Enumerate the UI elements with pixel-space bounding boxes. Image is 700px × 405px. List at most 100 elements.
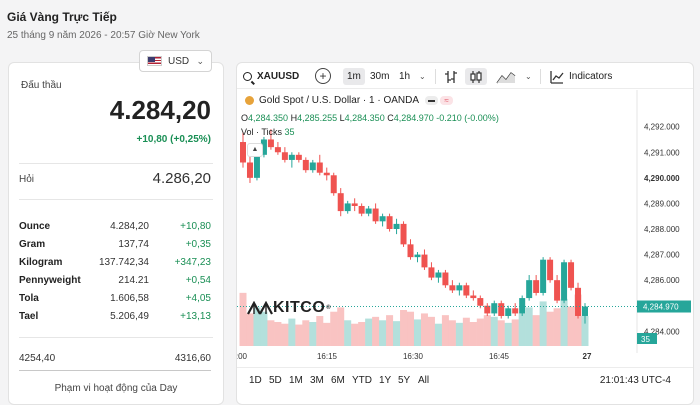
indicators-label: Indicators [569, 71, 613, 82]
candle-body [344, 203, 351, 212]
volume-bar [476, 318, 484, 346]
indicators-button[interactable]: Indicators [550, 68, 612, 85]
volume-bar [504, 322, 512, 346]
unit-change: +0,35 [185, 238, 211, 250]
candle-body [281, 152, 288, 160]
x-tick-label: 16:15 [317, 352, 338, 361]
timeframe-1y-button[interactable]: 1Y [379, 375, 392, 386]
symbol-search[interactable]: XAUUSD [243, 68, 299, 85]
volume-bar [553, 308, 561, 346]
ask-label: Hỏi [19, 174, 35, 185]
current-price-tag [637, 300, 691, 313]
candle-body [421, 254, 428, 268]
volume-bar [267, 320, 275, 346]
bar-chart-type-button[interactable] [444, 68, 458, 85]
chevron-up-icon: ▲ [251, 146, 259, 153]
volume-bar [546, 311, 554, 346]
candle-body [540, 259, 547, 293]
candle-body [260, 139, 267, 155]
collapse-legend-button[interactable]: ▲ [247, 143, 263, 157]
unit-value: 4.284,20 [110, 220, 149, 232]
timeframe-5y-button[interactable]: 5Y [398, 375, 411, 386]
volume-bar [532, 315, 540, 346]
volume-bar [413, 319, 421, 346]
candle-body [379, 216, 386, 222]
candle-body [547, 259, 554, 281]
divider [19, 199, 213, 200]
timeframe-ytd-button[interactable]: YTD [352, 375, 372, 386]
candle-body [456, 285, 463, 291]
utc-clock[interactable]: 21:01:43 UTC-4 [599, 375, 671, 386]
candle-body [393, 223, 400, 229]
page-title: Giá Vàng Trực Tiếp [7, 10, 117, 24]
volume-label: Vol · Ticks [241, 127, 283, 137]
candle-body [274, 147, 281, 153]
candle-body [526, 280, 533, 299]
chart-type-dropdown[interactable]: ⌄ [525, 68, 532, 85]
candle-body [295, 154, 302, 160]
ohlc-close: 4,284.970 [393, 113, 434, 123]
volume-bar [483, 315, 491, 346]
indicators-icon [550, 70, 564, 84]
interval-1h-button[interactable]: 1h [399, 71, 411, 82]
chart-legend: Gold Spot / U.S. Dollar · 1 · OANDA ≈ [245, 95, 454, 106]
volume-bar [246, 313, 254, 346]
kitco-wordmark: KITCO [273, 299, 326, 316]
candle-body [512, 308, 519, 314]
registered-mark: ® [326, 305, 332, 311]
interval-dropdown[interactable]: ⌄ [419, 68, 426, 85]
approx-badge-icon: ≈ [440, 96, 454, 105]
candle-body [519, 298, 526, 314]
us-flag-icon [147, 56, 162, 66]
volume-bar [386, 315, 394, 346]
compare-add-button[interactable]: + [315, 68, 331, 84]
bid-change: +10,80 (+0,25%) [136, 134, 212, 145]
candle-body [463, 285, 470, 296]
interval-1m-button[interactable]: 1m [343, 68, 365, 85]
candle-body [351, 203, 358, 206]
volume-bar [358, 322, 366, 346]
x-tick-label: 16:45 [489, 352, 510, 361]
y-tick-label: 4,291.000 [644, 148, 680, 157]
volume-bar [288, 318, 296, 346]
currency-select[interactable]: USD ⌄ [139, 50, 212, 72]
current-volume-tag [637, 333, 657, 344]
candle-body [498, 303, 505, 316]
volume-bar [302, 320, 310, 346]
volume-bar [281, 323, 289, 346]
volume-bar [253, 307, 261, 346]
candle-body [582, 306, 588, 316]
gold-symbol-icon [245, 96, 254, 105]
candle-chart-type-button[interactable] [465, 68, 487, 85]
y-tick-label: 4,288.000 [644, 225, 680, 234]
currency-value: USD [168, 55, 190, 67]
volume-bar [365, 318, 373, 346]
volume-bar [393, 321, 401, 346]
bid-price: 4.284,20 [109, 95, 211, 125]
candle-body [491, 303, 498, 314]
chevron-down-icon: ⌄ [196, 55, 204, 66]
candle-body [470, 295, 477, 299]
candle-body [554, 280, 561, 301]
y-tick-label: 4,292.000 [644, 123, 680, 132]
timeframe-6m-button[interactable]: 6M [331, 375, 345, 386]
candle-body [477, 298, 484, 306]
timeframe-5d-button[interactable]: 5D [269, 375, 282, 386]
candle-body [575, 287, 582, 316]
timeframe-3m-button[interactable]: 3M [310, 375, 324, 386]
interval-30m-button[interactable]: 30m [370, 71, 390, 82]
timeframe-1d-button[interactable]: 1D [249, 375, 262, 386]
volume-bar [330, 311, 338, 346]
candlestick-chart[interactable]: 4,292.000 4,291.000 4,290.000 4,289.000 4,28… [237, 63, 694, 405]
timeframe-1m-button[interactable]: 1M [289, 375, 303, 386]
area-chart-type-button[interactable] [496, 68, 516, 85]
volume-bar [427, 316, 435, 346]
candle-body [240, 142, 246, 163]
ohlc-close-label: C [387, 113, 394, 123]
kitco-mark-icon [247, 301, 273, 315]
range-bar [19, 370, 211, 371]
unit-name: Gram [19, 238, 46, 250]
candle-body [407, 244, 414, 258]
ohlc-readout: O4,284.350 H4,285.255 L4,284.350 C4,284.… [241, 113, 499, 123]
timeframe-all-button[interactable]: All [418, 375, 430, 386]
